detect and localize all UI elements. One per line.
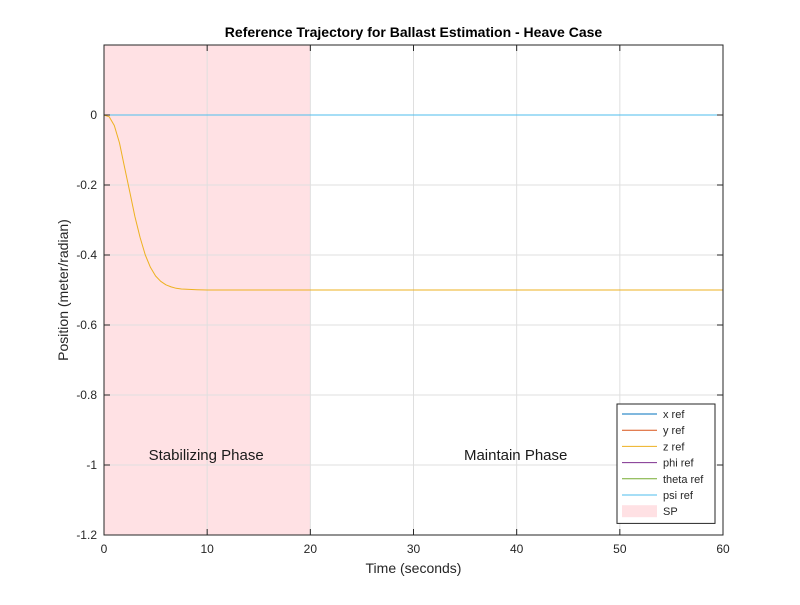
- legend-box: [616, 403, 716, 524]
- x-tick-label: 20: [304, 542, 318, 556]
- x-tick-label: 40: [510, 542, 524, 556]
- series-line-z-ref: [103, 114, 723, 291]
- y-axis-title: Position (meter/radian): [55, 219, 71, 361]
- y-tick-label: -1.2: [76, 528, 97, 542]
- legend-label-phi-ref: phi ref: [663, 458, 695, 470]
- y-tick-labels: 0 -0.2 -0.4 -0.6 -0.8 -1 -1.2: [76, 108, 97, 542]
- y-tick-label: -0.8: [76, 388, 97, 402]
- x-axis-title: Time (seconds): [366, 560, 462, 576]
- x-tick-label: 60: [716, 542, 730, 556]
- legend-label-x-ref: x ref: [663, 409, 685, 421]
- x-tick-label: 30: [407, 542, 421, 556]
- y-tick-label: -0.4: [76, 248, 97, 262]
- legend: x ref y ref z ref phi ref theta ref psi ref SP: [616, 403, 716, 524]
- tick-marks: [103, 45, 724, 536]
- legend-label-psi-ref: psi ref: [663, 490, 694, 502]
- legend-label-y-ref: y ref: [663, 425, 685, 437]
- y-tick-label: -0.6: [76, 318, 97, 332]
- legend-label-z-ref: z ref: [663, 441, 685, 453]
- annotation-maintain-phase: Maintain Phase: [464, 447, 567, 464]
- legend-label-sp: SP: [663, 506, 678, 518]
- x-tick-labels: 0 10 20 30 40 50 60: [101, 542, 730, 556]
- y-tick-label: -1: [86, 458, 97, 472]
- chart-title: Reference Trajectory for Ballast Estimat…: [225, 24, 603, 40]
- x-tick-label: 0: [101, 542, 108, 556]
- annotation-stabilizing-phase: Stabilizing Phase: [149, 447, 264, 464]
- series-lines: [103, 114, 723, 291]
- legend-label-theta-ref: theta ref: [663, 474, 704, 486]
- y-tick-label: -0.2: [76, 178, 97, 192]
- x-tick-label: 50: [613, 542, 627, 556]
- y-tick-label: 0: [90, 108, 97, 122]
- x-tick-label: 10: [200, 542, 214, 556]
- phase-annotations: Stabilizing Phase Maintain Phase: [149, 447, 568, 464]
- legend-swatch-sp: [622, 505, 657, 518]
